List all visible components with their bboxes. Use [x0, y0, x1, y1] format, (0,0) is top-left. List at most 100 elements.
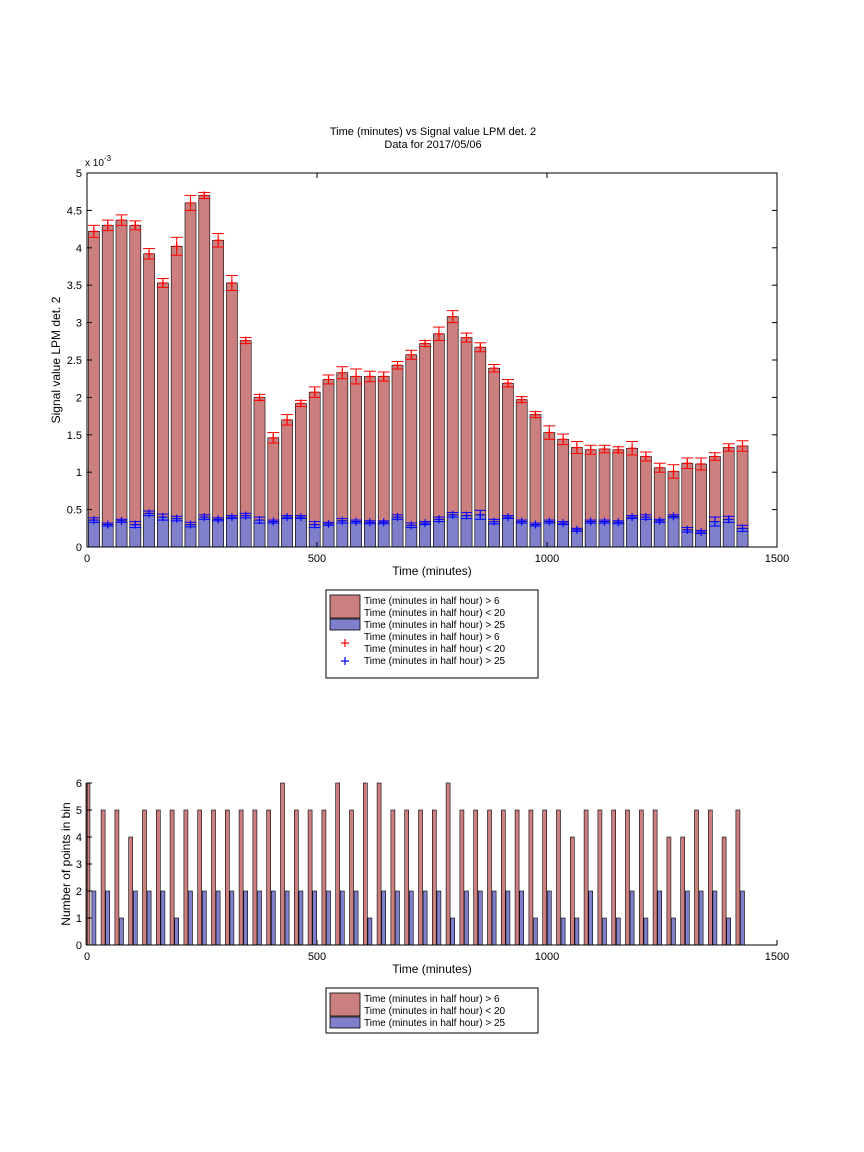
bar: [533, 917, 538, 946]
bar: [740, 890, 745, 946]
error-bar: [363, 370, 376, 383]
bar: [419, 343, 431, 548]
mean-marker: [296, 399, 305, 408]
error-bar: [639, 513, 652, 522]
mean-marker: [462, 333, 471, 342]
error-bar: [101, 219, 114, 232]
mean-marker: [255, 516, 264, 525]
legend-label: Time (minutes in half hour) > 6: [364, 632, 500, 643]
y-tick-label: 2.5: [67, 355, 82, 367]
signal-chart: Time (minutes) vs Signal value LPM det. …: [49, 126, 789, 679]
mean-marker: [89, 516, 98, 525]
y-tick-label: 0: [76, 542, 82, 554]
mean-marker: [572, 443, 581, 452]
bar: [225, 809, 230, 946]
error-bar: [501, 378, 514, 388]
error-bar: [529, 520, 542, 529]
mean-marker: [89, 227, 98, 236]
error-bar: [653, 462, 666, 473]
mean-marker: [365, 372, 374, 381]
mean-marker: [490, 364, 499, 373]
mean-marker: [393, 513, 402, 522]
error-bar: [391, 360, 404, 370]
error-bar: [253, 393, 266, 402]
bar: [652, 809, 658, 946]
bar: [266, 809, 272, 946]
mean-marker: [145, 249, 154, 258]
bar: [253, 519, 266, 548]
legend-label: Time (minutes in half hour) > 25: [364, 1018, 506, 1029]
bar: [226, 282, 238, 548]
error-bar: [736, 524, 749, 533]
error-bar: [598, 517, 611, 526]
bar: [105, 890, 110, 946]
y-axis-label: Number of points in bin: [59, 802, 73, 925]
bar: [657, 890, 663, 946]
bar: [293, 809, 299, 946]
bar: [445, 782, 451, 946]
error-bar: [391, 513, 404, 522]
bar: [698, 890, 704, 946]
bar: [128, 836, 133, 946]
error-bar: [612, 518, 625, 527]
error-bar: [460, 511, 473, 520]
mean-marker: [710, 517, 719, 526]
error-bar: [419, 339, 432, 348]
mean-marker: [296, 513, 305, 522]
mean-marker: [600, 517, 609, 526]
mean-marker: [131, 520, 140, 529]
bar: [353, 890, 359, 946]
mean-marker: [697, 459, 706, 468]
bar: [666, 836, 672, 946]
bar: [735, 809, 741, 946]
mean-marker: [669, 467, 678, 476]
mean-marker: [531, 520, 540, 529]
y-tick-label: 4: [76, 832, 82, 844]
mean-marker: [324, 519, 333, 528]
error-bar: [722, 515, 735, 524]
error-bar: [350, 517, 363, 526]
mean-marker: [572, 525, 581, 534]
y-axis-ticks: 0 0.5 1 1.5 2 2.5 3 3.5 4 4.5 5: [67, 168, 777, 554]
bar-layer: [88, 195, 749, 548]
error-bar: [626, 441, 639, 456]
mean-marker: [531, 410, 540, 419]
bar: [433, 519, 445, 548]
legend-marker: [341, 657, 349, 665]
bar: [298, 890, 304, 946]
error-bar: [239, 336, 252, 345]
error-bar: [529, 410, 542, 419]
mean-marker: [503, 513, 512, 522]
bar: [667, 516, 680, 548]
mean-marker: [186, 520, 195, 529]
bar: [404, 809, 410, 946]
bar: [362, 782, 368, 946]
mean-marker: [517, 395, 526, 404]
bar: [395, 890, 400, 946]
y-tick-label: 1.5: [67, 430, 82, 442]
error-bar: [143, 248, 156, 260]
mean-marker: [103, 520, 112, 529]
error-bar: [446, 310, 459, 324]
mean-marker: [476, 343, 485, 352]
legend-swatch: [329, 594, 361, 619]
y-tick-label: 0.5: [67, 505, 82, 517]
bar: [157, 516, 169, 548]
bar: [321, 809, 327, 946]
bar: [307, 809, 313, 946]
error-bar: [501, 513, 514, 522]
error-bar: [543, 425, 556, 440]
error-bar: [405, 349, 418, 360]
error-bar: [281, 414, 294, 426]
count-chart: 0 1 2 3 4 5 6 0 500 1000 1500 Time (minutes) Numb…: [59, 778, 789, 1034]
mean-marker: [545, 428, 554, 437]
mean-marker: [448, 510, 457, 519]
bar: [436, 890, 442, 946]
axis-lines: [86, 783, 777, 946]
mean-marker: [131, 221, 140, 230]
y-tick-label: 3: [76, 859, 82, 871]
mean-marker: [172, 242, 181, 251]
bar: [335, 782, 341, 946]
mean-marker: [145, 509, 154, 518]
